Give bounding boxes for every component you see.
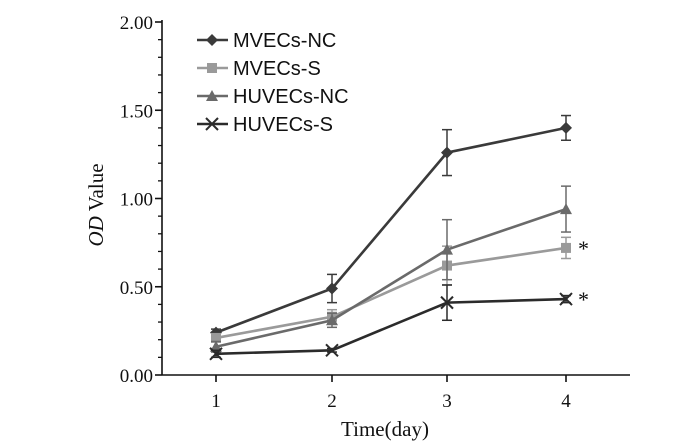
x-marker-stroke — [440, 295, 454, 310]
significance-marker: * — [578, 236, 589, 261]
data-point — [559, 292, 573, 306]
legend-marker — [205, 117, 219, 131]
axes: 0.00 0.50 1.00 1.50 2.00 1 2 3 4 — [120, 13, 630, 412]
y-tick-label: 1.50 — [120, 101, 153, 122]
x-tick-label: 3 — [442, 391, 452, 412]
y-axis-label-rest: Value — [84, 163, 108, 216]
data-point — [209, 347, 223, 361]
data-point — [440, 295, 454, 310]
series-huvecs-s: * — [209, 284, 589, 361]
legend-label: MVECs-NC — [233, 30, 336, 52]
legend-label: HUVECs-S — [233, 114, 333, 136]
legend-marker — [206, 34, 218, 46]
x-tick-label: 1 — [211, 391, 221, 412]
data-point — [326, 282, 338, 295]
x-marker-stroke — [325, 343, 339, 357]
data-point — [325, 343, 339, 357]
data-point — [326, 314, 338, 326]
data-point — [441, 146, 453, 159]
y-tick-label: 2.00 — [120, 13, 153, 34]
legend-item: MVECs-S — [197, 58, 321, 80]
y-axis-label: OD Value — [84, 163, 108, 246]
significance-marker: * — [578, 287, 589, 312]
x-tick-label: 4 — [561, 391, 571, 412]
legend-label: MVECs-S — [233, 58, 321, 80]
data-point — [211, 332, 221, 343]
legend-item: HUVECs-NC — [197, 86, 349, 108]
series-mvecs-s: * — [211, 236, 589, 343]
data-point — [441, 243, 453, 255]
legend-marker — [206, 90, 218, 101]
y-axis-label-italic: OD — [84, 216, 108, 246]
y-tick-label: 1.00 — [120, 190, 153, 211]
data-point — [560, 203, 572, 215]
x-tick-label: 2 — [327, 391, 337, 412]
x-marker-stroke — [205, 117, 219, 131]
y-tick-label: 0.00 — [120, 366, 153, 387]
y-tick-label: 0.50 — [120, 278, 153, 299]
legend-item: HUVECs-S — [197, 114, 333, 136]
series-line — [215, 126, 567, 334]
series-line — [215, 207, 567, 349]
legend-label: HUVECs-NC — [233, 86, 349, 108]
data-point — [561, 242, 571, 253]
legend: MVECs-NC MVECs-S HUVECs-NC HUVECs-S — [197, 30, 349, 136]
x-marker-stroke — [559, 292, 573, 306]
data-point — [560, 121, 572, 134]
legend-marker — [207, 63, 217, 73]
series-line — [215, 246, 567, 340]
series-line — [215, 297, 567, 356]
legend-item: MVECs-NC — [197, 30, 336, 52]
x-marker-stroke — [209, 347, 223, 361]
series-layer: ** — [209, 114, 589, 361]
data-point — [210, 340, 222, 352]
x-axis-label: Time(day) — [341, 417, 429, 441]
series-mvecs-nc — [210, 114, 572, 339]
